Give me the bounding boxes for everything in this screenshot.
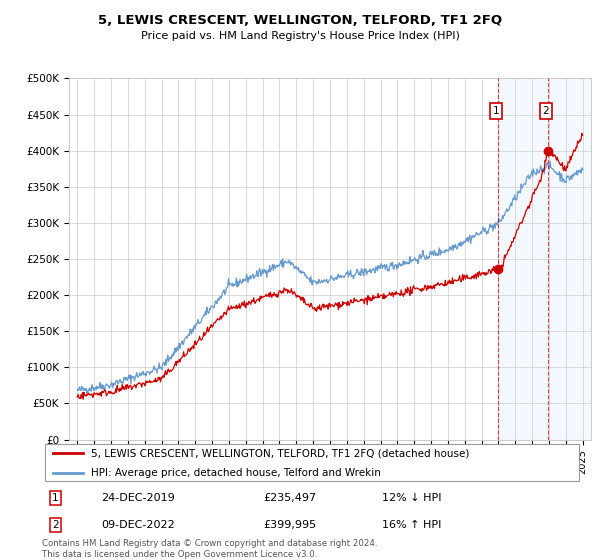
Text: 2: 2 xyxy=(52,520,59,530)
Text: Price paid vs. HM Land Registry's House Price Index (HPI): Price paid vs. HM Land Registry's House … xyxy=(140,31,460,41)
Text: £235,497: £235,497 xyxy=(263,493,317,503)
Text: 5, LEWIS CRESCENT, WELLINGTON, TELFORD, TF1 2FQ: 5, LEWIS CRESCENT, WELLINGTON, TELFORD, … xyxy=(98,14,502,27)
Text: 16% ↑ HPI: 16% ↑ HPI xyxy=(382,520,442,530)
Text: HPI: Average price, detached house, Telford and Wrekin: HPI: Average price, detached house, Telf… xyxy=(91,468,380,478)
Text: 1: 1 xyxy=(493,106,499,116)
Text: 24-DEC-2019: 24-DEC-2019 xyxy=(101,493,175,503)
Text: 12% ↓ HPI: 12% ↓ HPI xyxy=(382,493,442,503)
Text: 1: 1 xyxy=(52,493,59,503)
Text: 5, LEWIS CRESCENT, WELLINGTON, TELFORD, TF1 2FQ (detached house): 5, LEWIS CRESCENT, WELLINGTON, TELFORD, … xyxy=(91,449,469,458)
Text: £399,995: £399,995 xyxy=(263,520,317,530)
Bar xyxy=(497,78,591,440)
Text: 09-DEC-2022: 09-DEC-2022 xyxy=(101,520,175,530)
FancyBboxPatch shape xyxy=(45,444,580,481)
Text: 2: 2 xyxy=(542,106,549,116)
Text: Contains HM Land Registry data © Crown copyright and database right 2024.
This d: Contains HM Land Registry data © Crown c… xyxy=(42,539,377,559)
